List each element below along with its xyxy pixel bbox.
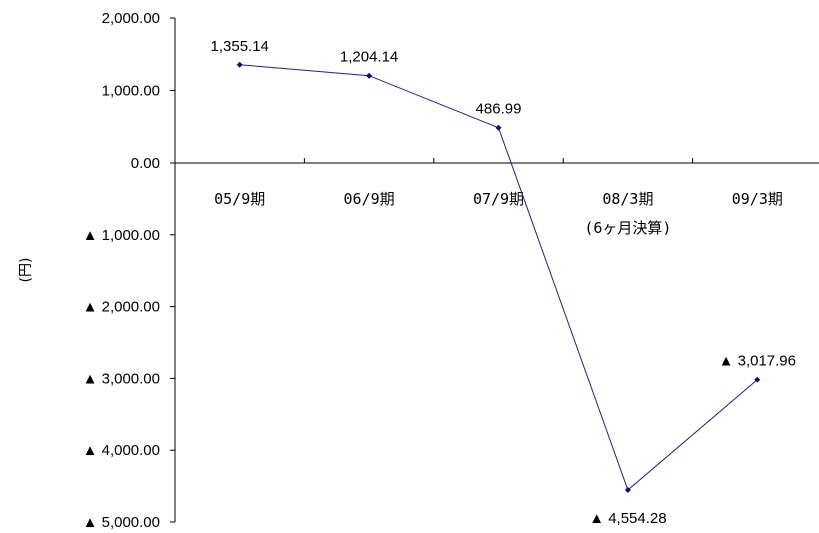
data-point-marker bbox=[366, 72, 373, 79]
y-tick-label: 0.00 bbox=[131, 155, 160, 172]
x-tick-label: 06/9期 bbox=[344, 190, 395, 208]
data-label: ▲ 4,554.28 bbox=[589, 510, 666, 527]
x-tick-labels: 05/9期 06/9期 07/9期 08/3期 (6ヶ月決算) 09/3期 bbox=[214, 190, 783, 237]
data-point-marker bbox=[495, 124, 502, 131]
y-axis-label: (円) bbox=[18, 258, 34, 283]
x-tick-label: 05/9期 bbox=[214, 190, 265, 208]
x-tick-label: 09/3期 bbox=[732, 190, 783, 208]
data-label: ▲ 3,017.96 bbox=[719, 353, 796, 370]
x-tick-label: 08/3期 bbox=[602, 190, 653, 208]
x-tick-sublabel: (6ヶ月決算) bbox=[584, 219, 671, 237]
y-tick-label: ▲ 3,000.00 bbox=[83, 370, 160, 387]
x-tick-label: 07/9期 bbox=[473, 190, 524, 208]
data-point-marker bbox=[754, 376, 761, 383]
y-tick-label: ▲ 1,000.00 bbox=[83, 227, 160, 244]
y-tick-label: ▲ 2,000.00 bbox=[83, 299, 160, 316]
y-tick-label: ▲ 5,000.00 bbox=[83, 514, 160, 531]
data-labels: 1,355.14 1,204.14 486.99 ▲ 4,554.28 ▲ 3,017.… bbox=[211, 38, 796, 527]
axes bbox=[170, 17, 819, 523]
data-label: 1,355.14 bbox=[211, 38, 269, 55]
y-tick-label: ▲ 4,000.00 bbox=[83, 442, 160, 459]
y-tick-labels: 2,000.00 1,000.00 0.00 ▲ 1,000.00 ▲ 2,000.00… bbox=[83, 10, 160, 531]
series bbox=[236, 61, 761, 493]
data-point-marker bbox=[624, 486, 631, 493]
data-point-marker bbox=[236, 61, 243, 68]
data-label: 1,204.14 bbox=[340, 49, 398, 66]
y-tick-label: 2,000.00 bbox=[102, 10, 160, 27]
y-tick-label: 1,000.00 bbox=[102, 83, 160, 100]
data-label: 486.99 bbox=[476, 101, 522, 118]
